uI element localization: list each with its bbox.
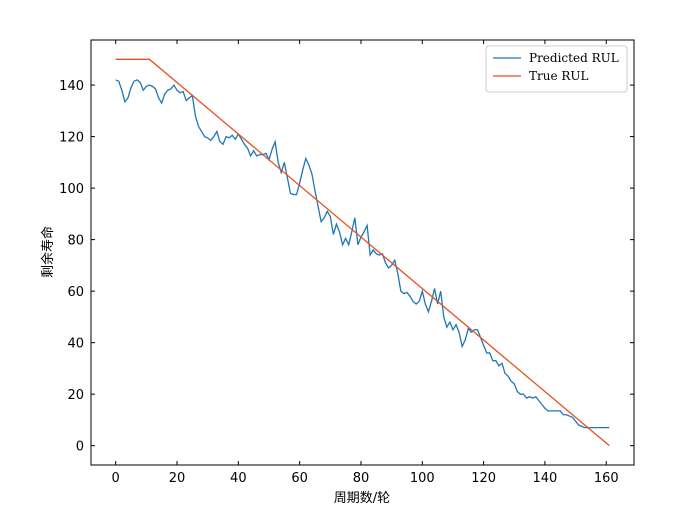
y-tick-label: 120 [59,131,84,146]
y-tick-label: 100 [59,182,84,197]
x-tick-label: 60 [291,471,308,486]
y-axis-label: 剩余寿命 [40,226,56,278]
y-tick-label: 80 [67,234,84,249]
y-tick-label: 0 [76,440,84,455]
legend-label: Predicted RUL [529,51,619,65]
legend-box [485,45,628,93]
x-tick-label: 40 [230,471,247,486]
legend-label: True RUL [529,69,589,83]
x-tick-label: 80 [353,471,370,486]
x-tick-label: 160 [594,471,619,486]
series-line [115,79,610,429]
y-tick-label: 20 [67,388,84,403]
x-axis-label: 周期数/轮 [334,491,390,506]
x-tick-label: 100 [410,471,435,486]
y-tick-label: 60 [67,285,84,300]
x-tick-label: 120 [471,471,496,486]
y-tick-label: 40 [67,337,84,352]
x-tick-label: 0 [112,471,120,486]
x-tick-label: 140 [533,471,558,486]
series-line [115,58,610,447]
plot-frame [90,39,635,466]
x-tick-label: 20 [169,471,186,486]
y-tick-label: 140 [59,79,84,94]
